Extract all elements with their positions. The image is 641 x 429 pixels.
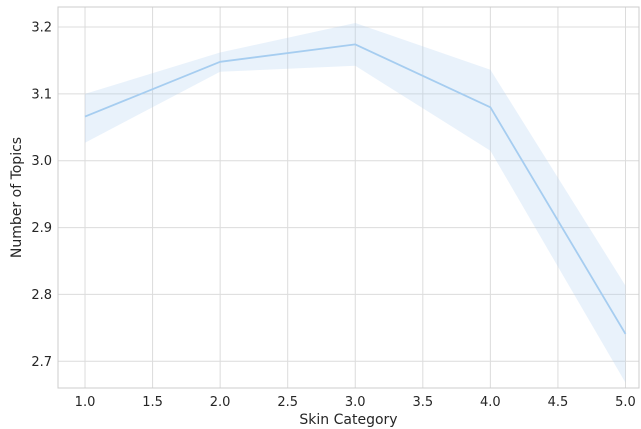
x-axis-label: Skin Category <box>299 412 397 428</box>
y-tick-label: 2.7 <box>31 355 52 370</box>
y-axis-label: Number of Topics <box>9 137 25 258</box>
y-tick-labels: 2.7 2.8 2.9 3.0 3.1 3.2 <box>31 21 52 370</box>
x-tick-label: 3.5 <box>412 395 433 410</box>
x-tick-label: 4.0 <box>480 395 501 410</box>
x-tick-label: 1.0 <box>75 395 96 410</box>
x-tick-label: 2.0 <box>210 395 231 410</box>
y-tick-label: 2.9 <box>31 221 52 236</box>
y-tick-label: 3.0 <box>31 154 52 169</box>
y-tick-label: 2.8 <box>31 288 52 303</box>
series-layer <box>84 23 627 383</box>
x-tick-label: 5.0 <box>615 395 636 410</box>
grid-lines <box>58 7 639 388</box>
x-tick-label: 2.5 <box>277 395 298 410</box>
x-tick-label: 1.5 <box>142 395 163 410</box>
confidence-band <box>85 23 626 383</box>
plot-frame <box>57 6 640 389</box>
x-tick-labels: 1.0 1.5 2.0 2.5 3.0 3.5 4.0 4.5 5.0 <box>75 395 636 410</box>
y-tick-label: 3.2 <box>31 21 52 36</box>
y-tick-label: 3.1 <box>31 87 52 102</box>
x-tick-label: 4.5 <box>548 395 569 410</box>
series-line <box>84 43 627 335</box>
x-tick-label: 3.0 <box>345 395 366 410</box>
